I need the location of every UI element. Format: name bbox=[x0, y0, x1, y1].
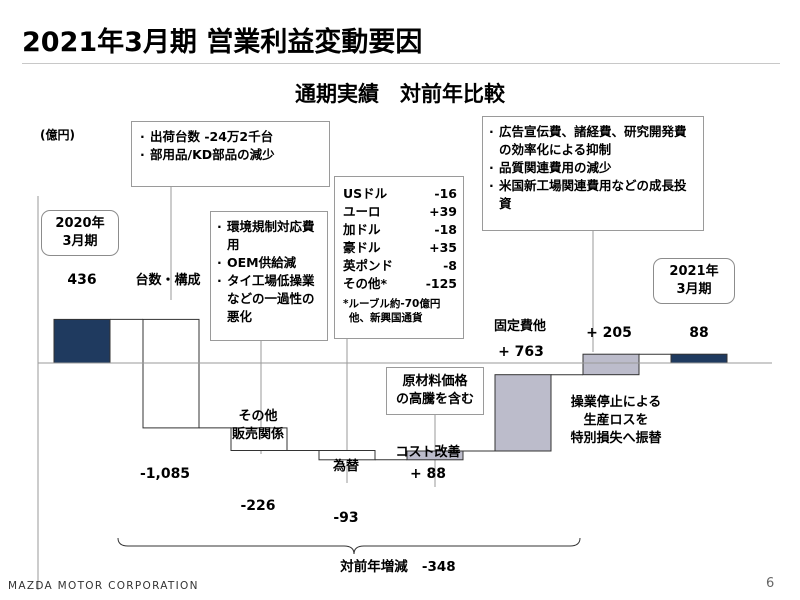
fx-row: USドル -16 bbox=[343, 185, 457, 203]
fx-value: -8 bbox=[443, 258, 457, 273]
fx-currency: USドル bbox=[343, 186, 388, 201]
category-label-stoppage-line1: 操業停止による bbox=[570, 395, 662, 410]
fx-row: 加ドル -18 bbox=[343, 221, 457, 239]
fx-currency: その他* bbox=[343, 276, 388, 291]
note-raw-materials: 原材料価格 の高騰を含む bbox=[386, 367, 484, 415]
fx-row: 豪ドル +35 bbox=[343, 239, 457, 257]
data-label-cost: + 88 bbox=[409, 466, 447, 482]
connector-lines bbox=[110, 187, 671, 487]
note-other-sales-item: · OEM供給減 bbox=[217, 255, 297, 270]
fx-currency: 加ドル bbox=[343, 222, 381, 237]
note-fixed-costs: · 広告宣伝費、諸経費、研究開発費の効率化による抑制 · 品質関連費用の減少 · 米国… bbox=[482, 116, 704, 231]
waterfall-bar-0 bbox=[53, 318, 111, 364]
fx-value: -18 bbox=[434, 222, 457, 237]
end-period-year: 2021年 bbox=[669, 264, 719, 279]
category-label-fixed: 固定費他 bbox=[493, 319, 546, 334]
fx-footnote: *ルーブル約-70億円 他、新興国通貨 bbox=[343, 298, 441, 324]
fx-currency: 豪ドル bbox=[343, 240, 381, 255]
data-label-volume: -1,085 bbox=[139, 466, 191, 482]
waterfall-bar-3 bbox=[318, 450, 376, 461]
category-label-stoppage-line2: 生産ロスを bbox=[583, 413, 649, 428]
total-change-brace bbox=[117, 537, 581, 555]
page-number: 6 bbox=[766, 576, 775, 591]
total-change-label: 対前年増減 bbox=[340, 559, 408, 575]
category-label-cost: コスト改善 bbox=[395, 445, 461, 460]
data-label-fixed: + 763 bbox=[498, 344, 544, 360]
start-period-box: 2020年 3月期 bbox=[41, 210, 119, 256]
data-label-stoppage: + 205 bbox=[586, 325, 632, 341]
category-label-fx: 為替 bbox=[332, 459, 359, 474]
fx-currency: ユーロ bbox=[343, 204, 381, 219]
fx-row: 英ポンド -8 bbox=[343, 257, 457, 275]
note-volume-item: · 出荷台数 -24万2千台 bbox=[140, 129, 274, 144]
fx-currency: 英ポンド bbox=[343, 258, 394, 273]
unit-label: (億円) bbox=[40, 128, 75, 142]
waterfall-bar-5 bbox=[494, 374, 552, 452]
page-subtitle: 通期実績 対前年比較 bbox=[295, 82, 505, 106]
waterfall-bar-7 bbox=[670, 353, 728, 364]
waterfall-bar-4 bbox=[406, 450, 464, 461]
total-change-value: -348 bbox=[421, 559, 456, 575]
fx-row: ユーロ +39 bbox=[343, 203, 457, 221]
category-label-other-sales: その他 販売関係 bbox=[222, 408, 294, 444]
fx-value: +39 bbox=[429, 204, 457, 219]
note-fixed-costs-item: · 品質関連費用の減少 bbox=[489, 160, 612, 175]
total-change: 対前年増減 -348 bbox=[318, 555, 478, 575]
company-logo-text: MAZDA MOTOR CORPORATION bbox=[8, 580, 199, 592]
note-other-sales-item: · タイ工場低操業などの一過性の悪化 bbox=[217, 273, 315, 324]
data-label-start: 436 bbox=[67, 272, 97, 288]
data-label-end: 88 bbox=[689, 325, 709, 341]
page-title: 2021年3月期 営業利益変動要因 bbox=[22, 27, 423, 58]
waterfall-bars bbox=[53, 318, 728, 461]
category-label-volume: 台数・構成 bbox=[135, 273, 201, 288]
category-label-other-sales-line2: 販売関係 bbox=[231, 427, 284, 442]
waterfall-bar-1 bbox=[142, 318, 200, 429]
note-other-sales-item: · 環境規制対応費用 bbox=[217, 219, 315, 252]
note-other-sales: · 環境規制対応費用 · OEM供給減 · タイ工場低操業などの一過性の悪化 bbox=[210, 211, 328, 341]
category-label-stoppage-line3: 特別損失へ振替 bbox=[570, 431, 662, 446]
note-fixed-costs-item: · 米国新工場関連費用などの成長投資 bbox=[489, 178, 687, 211]
data-label-other-sales: -226 bbox=[240, 498, 276, 514]
fx-row: その他* -125 bbox=[343, 275, 457, 293]
note-fx-breakdown: USドル -16 ユーロ +39 加ドル -18 豪ドル +35 英ポンド -8 その他*… bbox=[334, 176, 464, 339]
end-period-box: 2021年 3月期 bbox=[653, 258, 735, 304]
note-volume: · 出荷台数 -24万2千台 · 部用品/KD部品の減少 bbox=[131, 121, 330, 187]
fx-value: -125 bbox=[425, 276, 457, 291]
end-period-term: 3月期 bbox=[676, 282, 712, 297]
category-label-other-sales-line1: その他 bbox=[238, 409, 278, 424]
fx-value: -16 bbox=[434, 186, 457, 201]
category-label-stoppage: 操業停止による 生産ロスを 特別損失へ振替 bbox=[556, 394, 676, 448]
note-fixed-costs-item: · 広告宣伝費、諸経費、研究開発費の効率化による抑制 bbox=[489, 124, 687, 157]
fx-value: +35 bbox=[429, 240, 457, 255]
start-period-year: 2020年 bbox=[55, 216, 105, 231]
data-label-fx: -93 bbox=[333, 510, 359, 526]
waterfall-bar-2 bbox=[230, 427, 288, 451]
note-volume-item: · 部用品/KD部品の減少 bbox=[140, 147, 275, 162]
start-period-term: 3月期 bbox=[62, 234, 98, 249]
title-divider bbox=[22, 63, 780, 64]
waterfall-bar-6 bbox=[582, 353, 640, 376]
